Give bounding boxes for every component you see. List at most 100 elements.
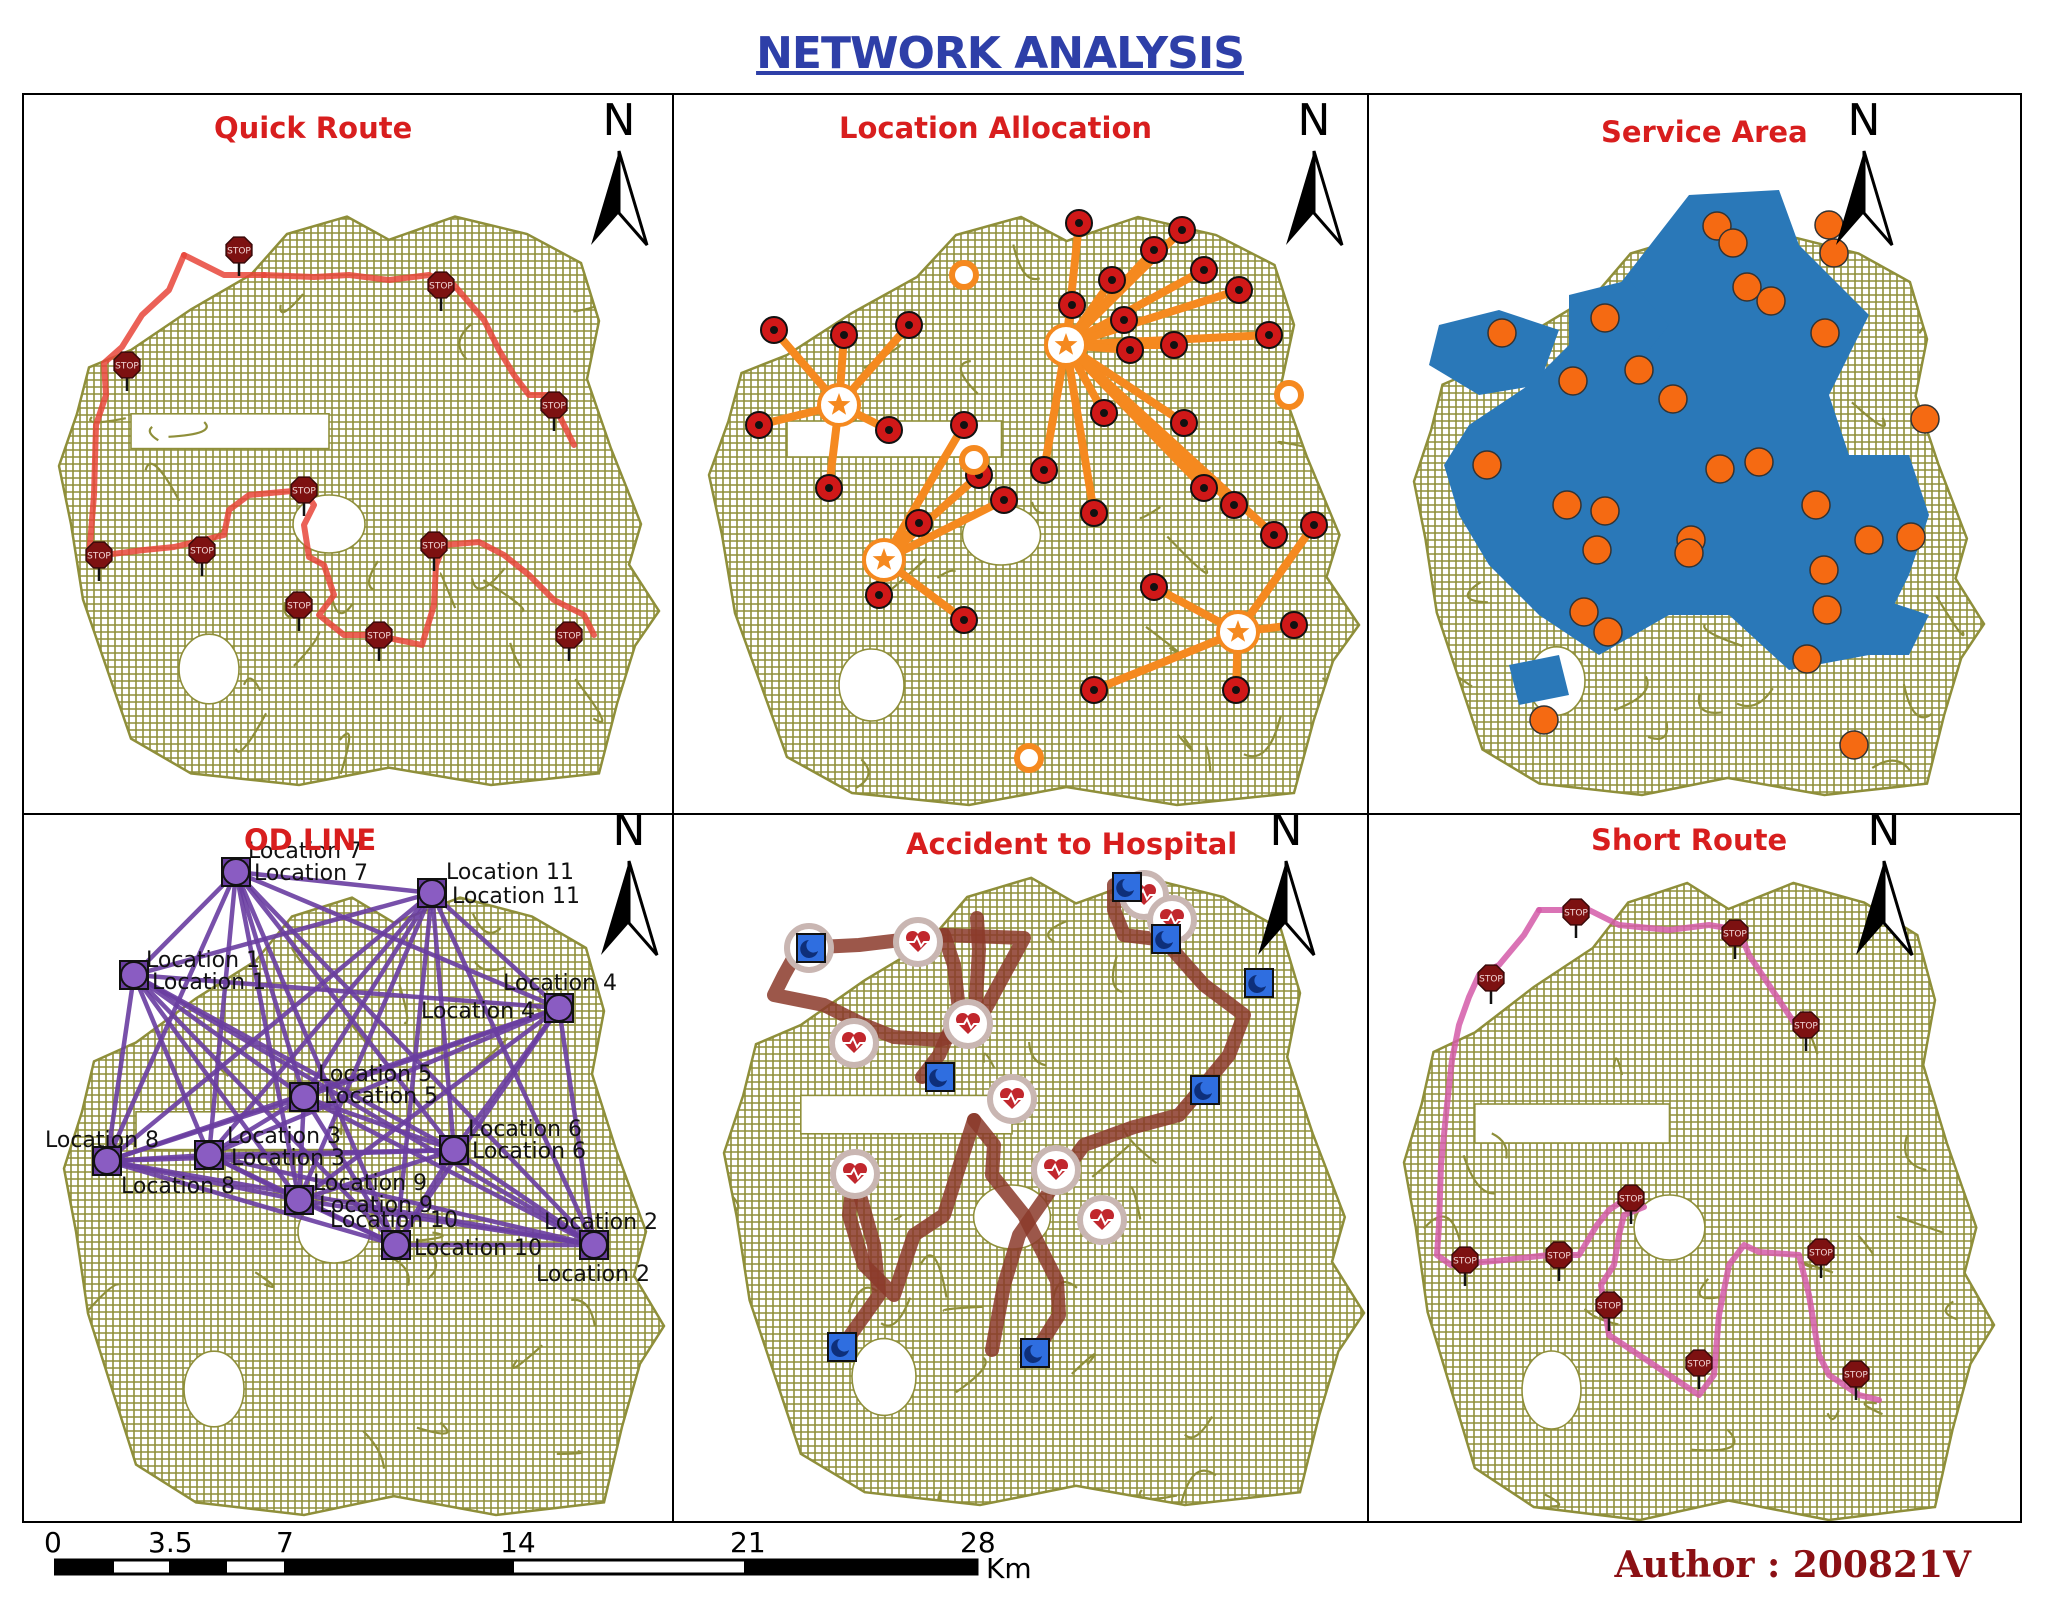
demand-point-icon (1160, 331, 1188, 359)
od-line-title: OD LINE (244, 823, 377, 857)
north-arrow-icon: N (591, 95, 649, 246)
map-layout-frame: STOP STOP STOP STOP STOP STOP STOP STOP STOP STOP… (22, 93, 2022, 1523)
facility-point-icon (1718, 228, 1748, 258)
od-location-10: Location 10 Location 10 (330, 1208, 542, 1261)
north-label: N (1848, 95, 1881, 146)
od-line (106, 1158, 397, 1248)
od-location-label: Location 2 (536, 1262, 650, 1287)
svg-text:STOP: STOP (1453, 1257, 1477, 1267)
demand-point-icon (1110, 306, 1138, 334)
od-line (429, 892, 457, 1151)
svg-text:STOP: STOP (1723, 930, 1747, 940)
demand-point-icon (1190, 474, 1218, 502)
od-line (106, 1158, 300, 1203)
svg-text:STOP: STOP (227, 247, 251, 257)
hospital-icon (943, 999, 993, 1049)
stop-sign-icon: STOP (365, 621, 393, 661)
demand-point-icon (990, 486, 1018, 514)
demand-point-icon (760, 316, 788, 344)
stop-sign-icon: STOP (113, 351, 141, 391)
od-line (233, 871, 307, 1098)
chosen-facility-icon (862, 538, 906, 582)
od-line (452, 1148, 596, 1247)
stop-sign-icon: STOP (540, 391, 568, 431)
od-line (297, 1006, 561, 1202)
accident-icon (827, 1332, 857, 1362)
od-location-label: Location 4 (421, 999, 535, 1024)
street-network (1402, 881, 1996, 1521)
facility-point-icon (1896, 522, 1926, 552)
facility-point-icon (1812, 595, 1842, 625)
od-line-panel: Location 1 Location 1 Location 2 Location 2… (24, 815, 672, 1521)
svg-text:STOP: STOP (292, 487, 316, 497)
facility-point-icon (1732, 272, 1762, 302)
od-line (132, 870, 238, 977)
north-label: N (1298, 95, 1331, 146)
facility-point-icon (1809, 555, 1839, 585)
od-line (233, 871, 399, 1246)
od-line (132, 973, 596, 1247)
svg-text:STOP: STOP (1564, 909, 1588, 919)
od-location-label: Location 9 (313, 1171, 427, 1196)
north-arrow-icon: N (1836, 95, 1894, 246)
stop-sign-icon: STOP (427, 271, 455, 311)
north-label: N (1868, 815, 1901, 856)
stop-sign-icon: STOP (555, 621, 583, 661)
demand-point-icon (745, 411, 773, 439)
stop-sign-icon: STOP (1807, 1238, 1835, 1278)
od-line (296, 1096, 307, 1201)
od-line (104, 974, 137, 1162)
od-location-4: Location 4 Location 4 (421, 971, 617, 1024)
demand-point-icon (1058, 291, 1086, 319)
demand-point-icon (1222, 676, 1250, 704)
demand-point-icon (895, 311, 923, 339)
facility-point-icon (1569, 597, 1599, 627)
chosen-facility-icon (817, 383, 861, 427)
stop-sign-icon: STOP (1562, 898, 1590, 938)
allocation-line (880, 422, 968, 563)
od-location-label: Location 9 (319, 1193, 433, 1218)
candidate-facility-icon (1014, 743, 1044, 773)
street-network (722, 876, 1366, 1507)
facility-point-icon (1590, 303, 1620, 333)
od-line (131, 974, 212, 1156)
scale-tick-label: 7 (276, 1526, 294, 1559)
svg-text:STOP: STOP (367, 632, 391, 642)
accident-icon (1151, 924, 1181, 954)
facility-point-icon (1810, 318, 1840, 348)
od-location-2: Location 2 Location 2 (536, 1210, 658, 1287)
demand-point-icon (1280, 611, 1308, 639)
demand-point-icon (1300, 511, 1328, 539)
stop-sign-icon: STOP (290, 476, 318, 516)
service-area-title: Service Area (1601, 115, 1808, 149)
scale-tick-label: 28 (960, 1526, 996, 1559)
scale-tick-label: 3.5 (148, 1526, 193, 1559)
od-location-label: Location 10 (414, 1236, 542, 1261)
service-area-panel: N Service Area (1369, 95, 2022, 813)
accident-icon (796, 933, 826, 963)
demand-point-icon (950, 411, 978, 439)
od-location-label: Location 6 (468, 1117, 582, 1142)
svg-text:STOP: STOP (1479, 975, 1503, 985)
accident-to-hospital-title: Accident to Hospital (906, 827, 1238, 861)
svg-text:STOP: STOP (1794, 1022, 1818, 1032)
stop-sign-icon: STOP (1545, 1241, 1573, 1281)
demand-point-icon (1098, 266, 1126, 294)
od-location-label: Location 4 (503, 971, 617, 996)
service-area-map: N (1412, 95, 1986, 797)
scale-unit-label: Km (986, 1552, 1032, 1585)
svg-text:STOP: STOP (1547, 1252, 1571, 1262)
hospital-icon (1077, 1195, 1127, 1245)
short-route-map: STOP STOP STOP STOP STOP STOP STOP STOP STOP STOP… (1402, 815, 1996, 1521)
accident-icon (1244, 968, 1274, 998)
facility-point-icon (1674, 538, 1704, 568)
od-line (233, 871, 302, 1201)
accident-icon (1190, 1075, 1220, 1105)
route-line (835, 1167, 886, 1354)
od-location-label: Location 7 (248, 839, 362, 864)
accident-to-hospital-map: N (722, 815, 1366, 1507)
od-location-label: Location 7 (254, 861, 368, 886)
demand-point-icon (1260, 521, 1288, 549)
